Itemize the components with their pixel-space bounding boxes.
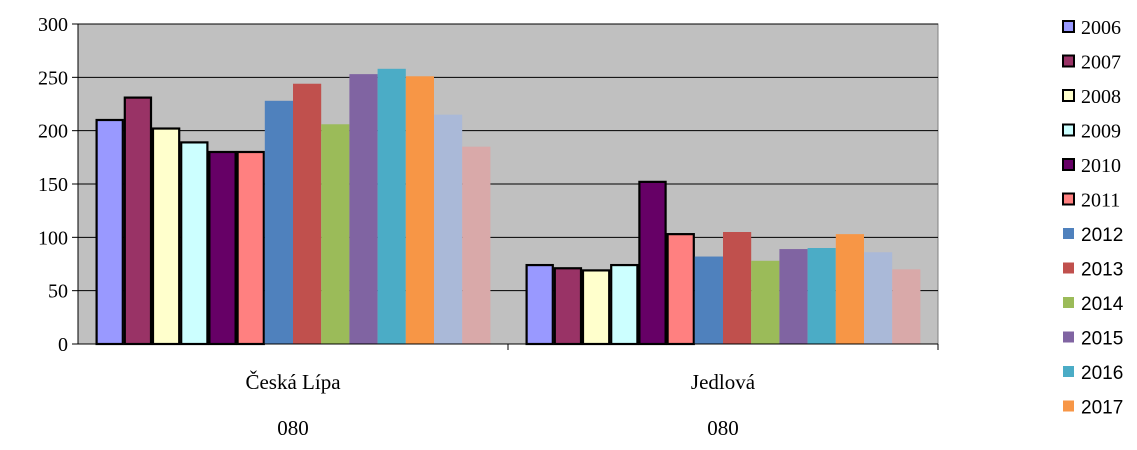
bar: [349, 74, 378, 344]
bar: [151, 127, 181, 346]
bar: [638, 180, 667, 346]
x-category-label: Jedlová: [691, 370, 756, 394]
bar: [321, 124, 350, 345]
y-tick-labels: 0 50 100 150 200 250 300: [38, 14, 68, 356]
bar: [835, 234, 864, 344]
legend-label: 2010: [1081, 155, 1121, 177]
bar: [581, 269, 611, 346]
bar: [95, 118, 124, 346]
bar: [180, 141, 209, 346]
y-tick-label: 100: [38, 227, 68, 249]
legend-label: 2015: [1081, 329, 1123, 350]
bar: [864, 252, 893, 344]
bar: [264, 100, 293, 344]
y-tick-label: 200: [38, 121, 68, 143]
legend-label: 2006: [1081, 17, 1121, 39]
legend-swatch: [1062, 89, 1075, 102]
legend-label: 2012: [1081, 225, 1123, 246]
legend-label: 2009: [1081, 121, 1121, 143]
legend-label: 2008: [1081, 86, 1121, 108]
bar: [525, 263, 554, 346]
legend-swatch: [1062, 20, 1075, 33]
bar: [236, 150, 265, 346]
bar: [610, 263, 639, 346]
legend-swatch: [1063, 366, 1074, 377]
legend-label: 2016: [1081, 363, 1123, 384]
bars: [95, 68, 921, 346]
legend-label: 2007: [1081, 52, 1121, 74]
bar: [723, 232, 752, 344]
bar: [694, 256, 723, 344]
y-tick-label: 50: [48, 281, 68, 303]
x-category-sublabel: 080: [707, 416, 739, 440]
bar: [293, 83, 322, 344]
y-tick-label: 0: [58, 334, 68, 356]
bar: [123, 96, 153, 346]
y-tick-label: 250: [38, 67, 68, 89]
legend-swatch: [1063, 331, 1074, 343]
x-category-sublabel: 080: [277, 416, 309, 440]
legend-swatch: [1062, 54, 1075, 68]
bar: [807, 248, 836, 344]
bar: [434, 114, 463, 345]
bar: [751, 260, 780, 344]
bar: [892, 269, 921, 344]
legend: 2006 2007 2008 2009 2010 2011 2012 2013 2014 2015…: [1062, 17, 1124, 419]
legend-label: 2013: [1081, 260, 1123, 281]
bar: [462, 146, 491, 344]
bar: [405, 76, 434, 345]
legend-swatch: [1063, 228, 1074, 239]
axes: [72, 23, 939, 350]
legend-swatch: [1063, 297, 1074, 308]
bar: [208, 150, 237, 346]
legend-swatch: [1062, 123, 1075, 137]
bar: [666, 233, 695, 346]
y-tick-label: 150: [38, 174, 68, 196]
y-tick-label: 300: [38, 14, 68, 36]
legend-swatch: [1063, 262, 1074, 274]
bar: [553, 267, 583, 346]
bar: [779, 249, 808, 344]
legend-swatch: [1063, 400, 1074, 412]
legend-label: 2014: [1081, 294, 1124, 315]
legend-swatch: [1062, 158, 1075, 171]
legend-swatch: [1062, 192, 1075, 206]
x-category-labels: Česká Lípa 080 Jedlová 080: [245, 370, 755, 440]
x-category-label: Česká Lípa: [245, 370, 341, 394]
bar: [377, 68, 406, 345]
legend-label: 2017: [1081, 398, 1123, 419]
legend-label: 2011: [1081, 190, 1120, 212]
